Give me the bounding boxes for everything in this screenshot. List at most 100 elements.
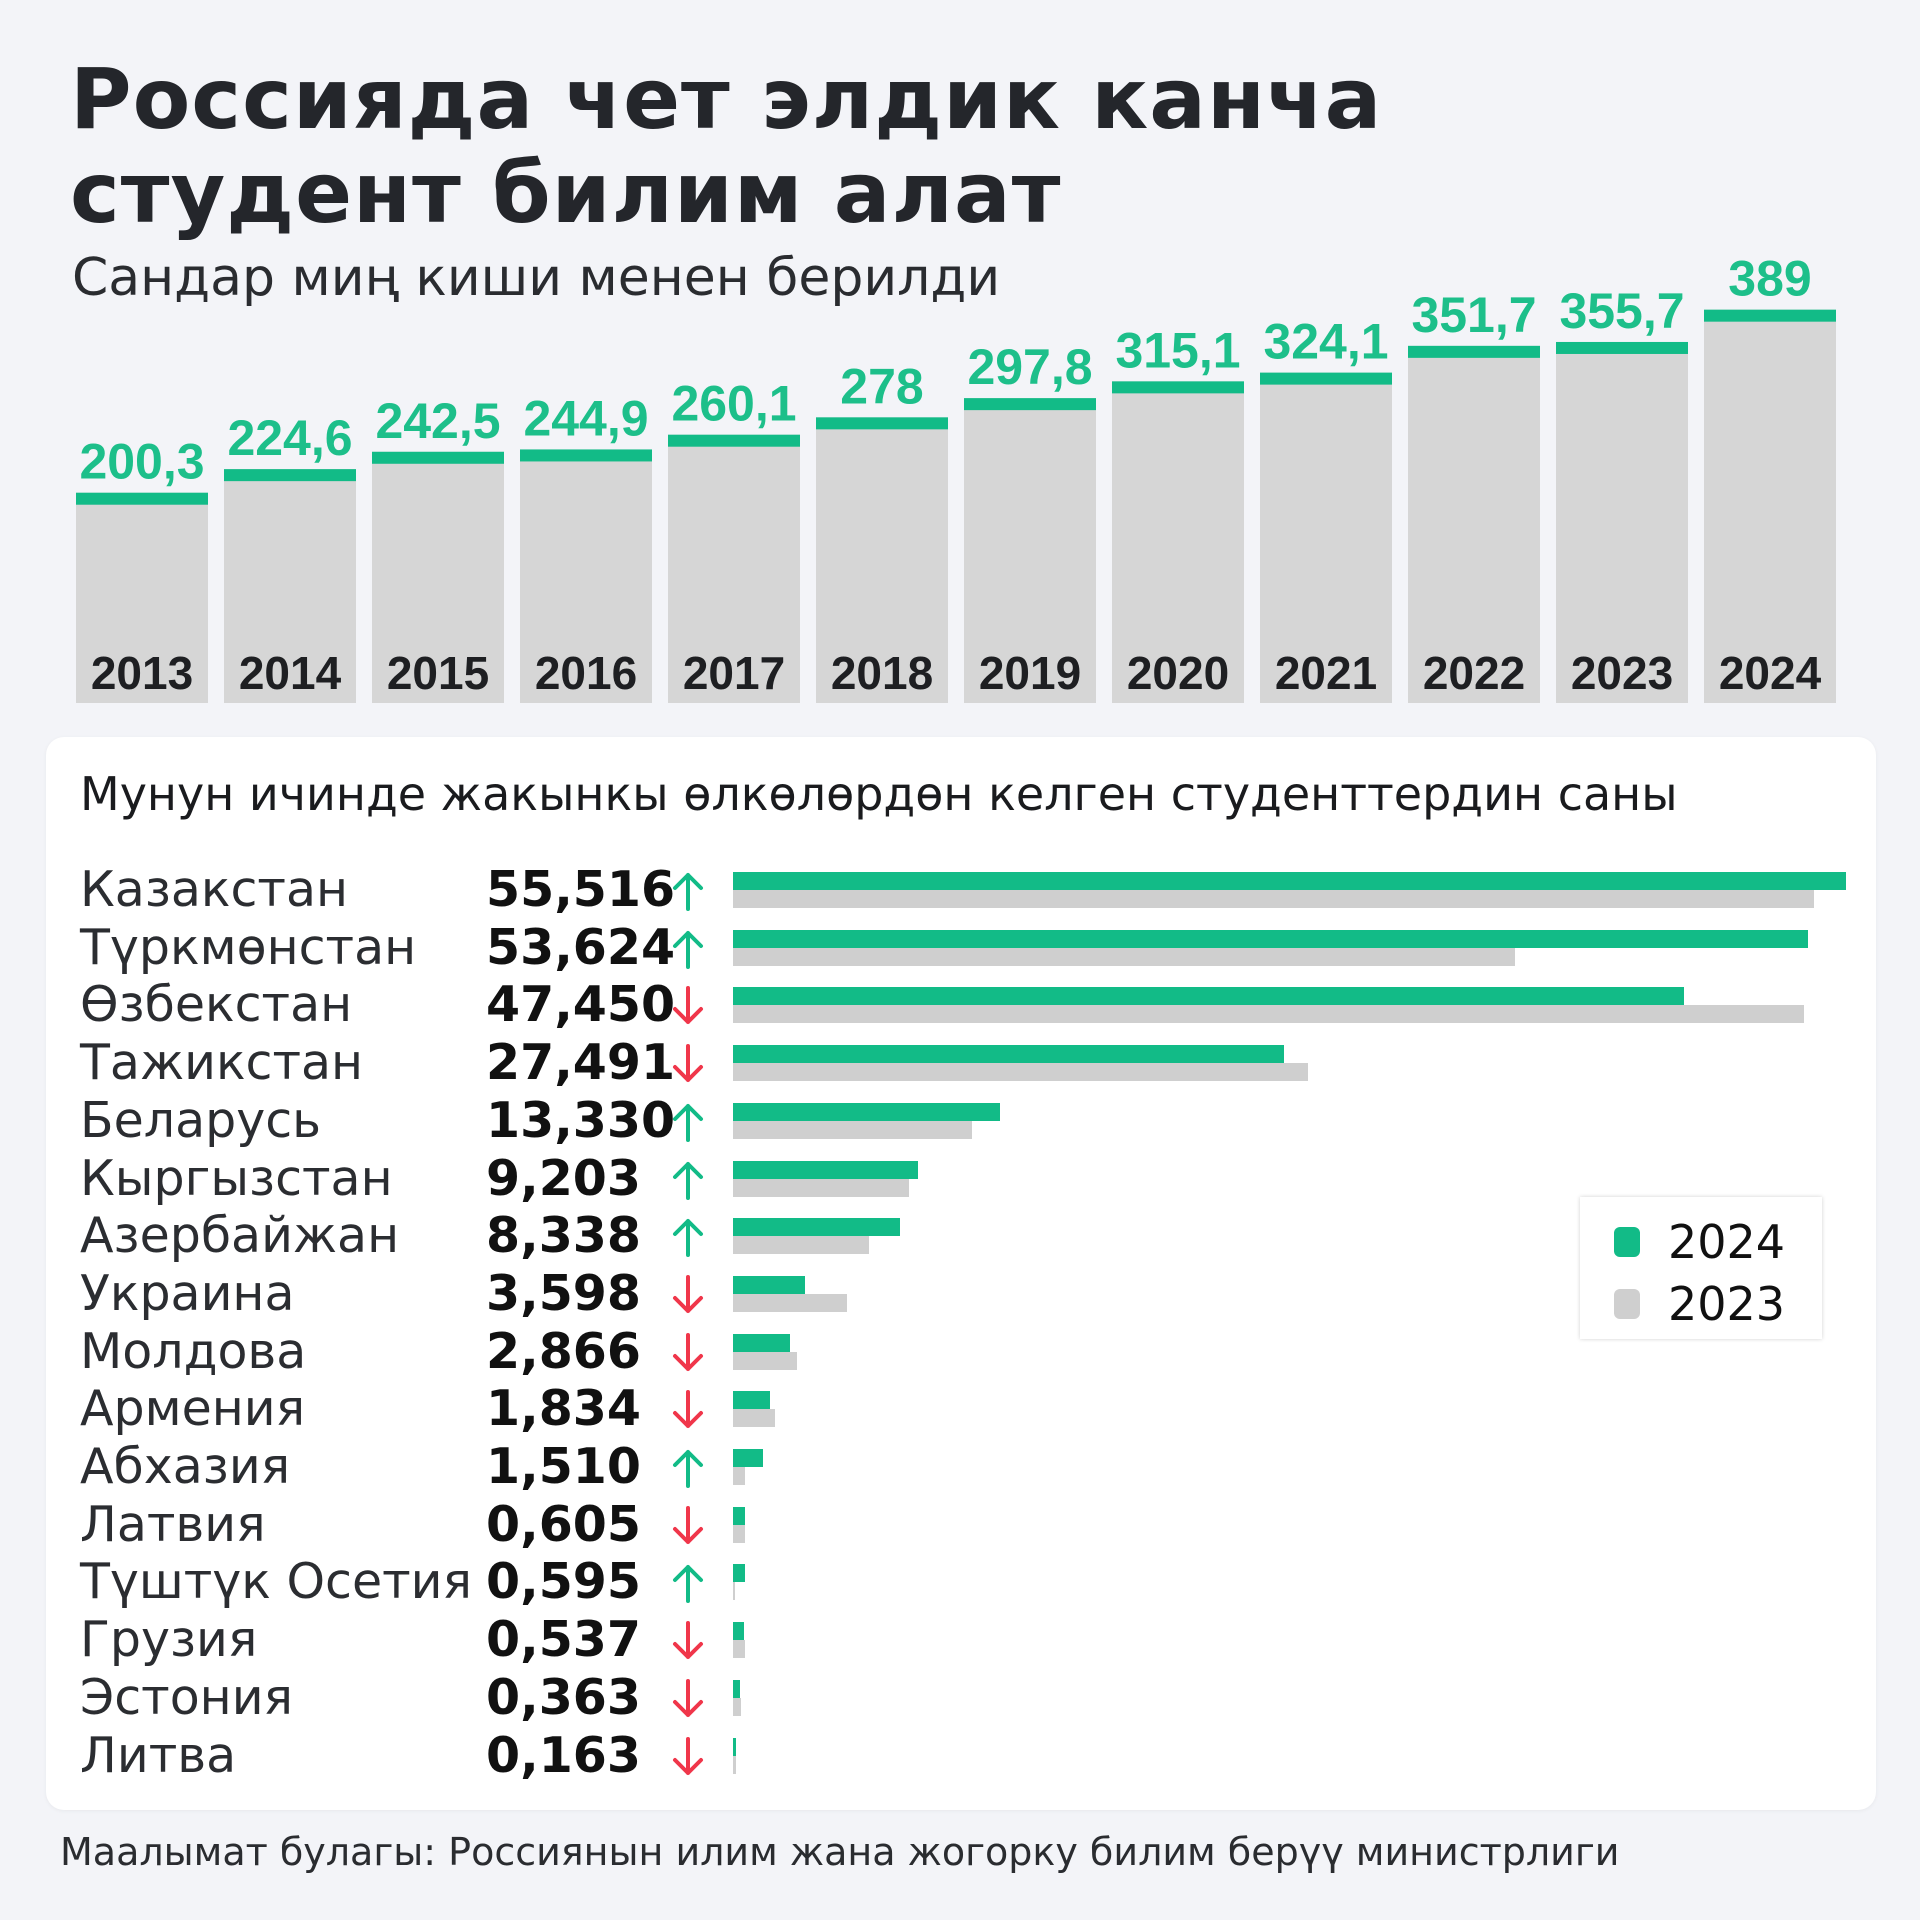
year-label: 2021	[1275, 647, 1377, 699]
legend-swatch-2024	[1614, 1227, 1640, 1257]
country-row: Молдова 2,866	[46, 1323, 1876, 1381]
country-name: Литва	[80, 1726, 237, 1784]
country-name: Абхазия	[80, 1438, 291, 1495]
arrow-up-icon	[673, 1565, 703, 1604]
bar-2023	[733, 1120, 972, 1139]
country-row: Азербайжан 8,338	[46, 1207, 1876, 1265]
bar-2023	[733, 1582, 735, 1601]
legend-label: 2024	[1668, 1215, 1786, 1269]
legend-item-2023: 2023	[1614, 1277, 1785, 1331]
countries-chart-title: Мунун ичинде жакынкы өлкөлөрдөн келген с…	[80, 767, 1678, 821]
country-value: 1,510	[486, 1438, 641, 1495]
country-value: 9,203	[486, 1149, 641, 1207]
arrow-down-icon	[673, 1736, 703, 1775]
arrow-down-icon	[673, 1044, 703, 1083]
country-row: Эстония 0,363	[46, 1669, 1876, 1727]
country-row: Латвия 0,605	[46, 1496, 1876, 1554]
value-label: 244,9	[523, 390, 648, 446]
source-note: Маалымат булагы: Россиянын илим жана жог…	[60, 1830, 1620, 1874]
year-label: 2024	[1719, 647, 1822, 699]
bar-2020	[1112, 381, 1244, 703]
arrow-up-icon	[673, 873, 703, 911]
value-label: 324,1	[1263, 314, 1388, 370]
country-value: 0,605	[486, 1495, 641, 1553]
country-row: Армения 1,834	[46, 1380, 1876, 1438]
country-name: Молдова	[80, 1322, 307, 1380]
country-name: Түркмөнстан	[80, 918, 417, 976]
year-label: 2016	[535, 647, 637, 699]
value-label: 297,8	[967, 339, 1092, 395]
bar-2024	[733, 987, 1685, 1006]
bar-2023	[733, 1640, 746, 1659]
year-label: 2023	[1571, 647, 1673, 699]
bar-cap	[372, 451, 504, 464]
country-row: Тажикстан 27,491	[46, 1034, 1876, 1092]
bar-2024	[733, 1333, 791, 1352]
country-name: Эстония	[80, 1668, 294, 1726]
country-name: Тажикстан	[80, 1034, 364, 1092]
country-row: Түштүк Осетия 0,595	[46, 1553, 1876, 1611]
value-label: 389	[1728, 251, 1811, 307]
bar-cap	[1260, 372, 1392, 385]
bar-2024	[1704, 309, 1836, 703]
value-label: 200,3	[79, 434, 204, 490]
country-name: Казакстан	[80, 861, 349, 918]
countries-card: Мунун ичинде жакынкы өлкөлөрдөн келген с…	[46, 737, 1876, 1810]
country-value: 27,491	[486, 1034, 676, 1092]
arrow-up-icon	[673, 930, 703, 969]
country-row: Украина 3,598	[46, 1265, 1876, 1323]
arrow-down-icon	[673, 1505, 703, 1544]
bar-2023	[733, 1063, 1309, 1082]
arrow-down-icon	[673, 1274, 703, 1313]
bar-2024	[733, 1679, 741, 1698]
arrow-down-icon	[673, 986, 703, 1025]
country-value: 55,516	[486, 861, 676, 918]
bar-2023	[733, 1755, 736, 1774]
country-name: Кыргызстан	[80, 1149, 393, 1207]
value-label: 315,1	[1115, 322, 1240, 378]
bar-cap	[816, 417, 948, 430]
country-row: Грузия 0,537	[46, 1611, 1876, 1669]
value-label: 351,7	[1411, 287, 1536, 343]
country-name: Азербайжан	[80, 1207, 400, 1265]
bar-2024	[733, 1506, 746, 1525]
bar-2023	[733, 1467, 746, 1485]
country-name: Армения	[80, 1380, 306, 1438]
arrow-down-icon	[673, 1621, 703, 1660]
bar-2023	[733, 1409, 776, 1428]
year-label: 2014	[239, 647, 342, 699]
bar-2016	[520, 449, 652, 703]
yearly-bar-chart: 200,3 2013 224,6 2014 242,5 2015 244,9 2016 260,…	[76, 251, 1836, 703]
bar-cap	[1112, 381, 1244, 394]
value-label: 260,1	[671, 376, 796, 432]
bar-cap	[76, 492, 208, 505]
bar-2018	[816, 417, 948, 703]
bar-2023	[1556, 341, 1688, 703]
bar-cap	[964, 398, 1096, 411]
bar-2023	[733, 1524, 746, 1543]
country-row: Казакстан 55,516	[46, 861, 1876, 919]
bar-2014	[224, 469, 356, 703]
bar-2024	[733, 1275, 806, 1294]
bar-2023	[733, 890, 1814, 908]
country-value: 13,330	[486, 1091, 676, 1149]
country-value: 8,338	[486, 1207, 641, 1265]
country-row: Беларусь 13,330	[46, 1092, 1876, 1150]
bar-2017	[668, 434, 800, 703]
country-value: 1,834	[486, 1380, 641, 1438]
bar-2024	[733, 1449, 764, 1467]
year-label: 2019	[979, 647, 1081, 699]
country-value: 3,598	[486, 1264, 641, 1322]
year-label: 2020	[1127, 647, 1229, 699]
bar-cap	[520, 449, 652, 462]
year-label: 2022	[1423, 647, 1525, 699]
country-row: Абхазия 1,510	[46, 1438, 1876, 1496]
bar-cap	[668, 434, 800, 447]
bar-2024	[733, 872, 1846, 890]
country-name: Өзбекстан	[80, 976, 353, 1034]
arrow-down-icon	[673, 1678, 703, 1717]
arrow-up-icon	[673, 1219, 703, 1258]
legend: 2024 2023	[1580, 1197, 1822, 1339]
bar-2024	[733, 1160, 918, 1179]
value-label: 224,6	[227, 410, 352, 466]
